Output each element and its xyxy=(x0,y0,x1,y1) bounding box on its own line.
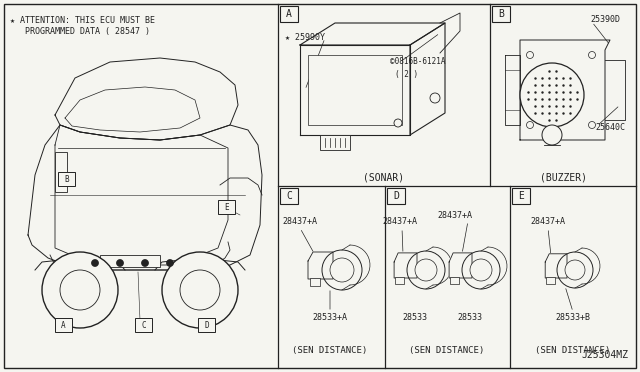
Text: (SEN DISTANCE): (SEN DISTANCE) xyxy=(292,346,367,355)
Circle shape xyxy=(162,252,238,328)
Text: 28437+A: 28437+A xyxy=(383,218,417,227)
Circle shape xyxy=(589,51,595,58)
Circle shape xyxy=(92,260,99,266)
Circle shape xyxy=(116,260,124,266)
Bar xyxy=(58,172,75,186)
Text: D: D xyxy=(393,191,399,201)
Text: B: B xyxy=(64,174,69,183)
Polygon shape xyxy=(394,253,417,278)
Text: J25304MZ: J25304MZ xyxy=(581,350,628,360)
Text: ©0816B-6121A: ©0816B-6121A xyxy=(390,58,445,67)
Bar xyxy=(280,188,298,204)
Bar xyxy=(55,152,67,192)
Bar xyxy=(395,277,404,284)
Circle shape xyxy=(180,270,220,310)
Circle shape xyxy=(462,251,500,289)
Text: 28533: 28533 xyxy=(458,314,483,323)
Circle shape xyxy=(415,259,437,281)
Bar xyxy=(280,6,298,22)
Text: D: D xyxy=(204,321,209,330)
Bar xyxy=(512,188,530,204)
Text: C: C xyxy=(286,191,292,201)
Text: (SEN DISTANCE): (SEN DISTANCE) xyxy=(410,346,484,355)
Circle shape xyxy=(542,125,562,145)
Text: E: E xyxy=(224,202,229,212)
Text: ★ 25990Y: ★ 25990Y xyxy=(285,33,325,42)
Bar xyxy=(198,318,215,332)
Text: 28437+A: 28437+A xyxy=(531,218,566,227)
Text: A: A xyxy=(61,321,66,330)
Bar xyxy=(492,6,510,22)
Circle shape xyxy=(527,51,534,58)
Bar xyxy=(100,255,160,267)
Bar xyxy=(308,55,402,125)
Text: B: B xyxy=(498,9,504,19)
Circle shape xyxy=(565,260,585,280)
Text: 28437+A: 28437+A xyxy=(438,211,472,219)
Text: (SONAR): (SONAR) xyxy=(364,173,404,183)
Bar xyxy=(218,200,235,214)
Text: E: E xyxy=(518,191,524,201)
Circle shape xyxy=(141,260,148,266)
Bar xyxy=(450,277,459,284)
Text: PROGRAMMED DATA ( 28547 ): PROGRAMMED DATA ( 28547 ) xyxy=(10,27,150,36)
Circle shape xyxy=(407,251,445,289)
Text: ( 2 ): ( 2 ) xyxy=(395,70,418,78)
Text: 28533+A: 28533+A xyxy=(312,314,348,323)
Circle shape xyxy=(394,119,402,127)
Bar xyxy=(55,318,72,332)
Bar xyxy=(320,135,350,150)
Text: 28437+A: 28437+A xyxy=(282,218,317,227)
Bar xyxy=(387,188,405,204)
Text: (SEN DISTANCE): (SEN DISTANCE) xyxy=(536,346,611,355)
Circle shape xyxy=(42,252,118,328)
Text: C: C xyxy=(141,321,146,330)
Circle shape xyxy=(527,122,534,128)
Circle shape xyxy=(330,258,354,282)
Circle shape xyxy=(60,270,100,310)
Circle shape xyxy=(557,252,593,288)
Text: A: A xyxy=(286,9,292,19)
Circle shape xyxy=(520,63,584,127)
Text: 28533+B: 28533+B xyxy=(556,314,591,323)
Text: (BUZZER): (BUZZER) xyxy=(540,173,586,183)
Bar xyxy=(135,318,152,332)
Circle shape xyxy=(470,259,492,281)
Text: 28533: 28533 xyxy=(403,314,428,323)
Circle shape xyxy=(322,250,362,290)
Text: 25390D: 25390D xyxy=(590,16,620,25)
Polygon shape xyxy=(545,254,567,278)
Polygon shape xyxy=(308,252,333,279)
Polygon shape xyxy=(449,253,472,278)
Circle shape xyxy=(430,93,440,103)
Text: 25640C: 25640C xyxy=(595,124,625,132)
Bar xyxy=(546,277,556,284)
Circle shape xyxy=(166,260,173,266)
Bar xyxy=(310,278,320,286)
Circle shape xyxy=(589,122,595,128)
Text: ★ ATTENTION: THIS ECU MUST BE: ★ ATTENTION: THIS ECU MUST BE xyxy=(10,16,155,25)
